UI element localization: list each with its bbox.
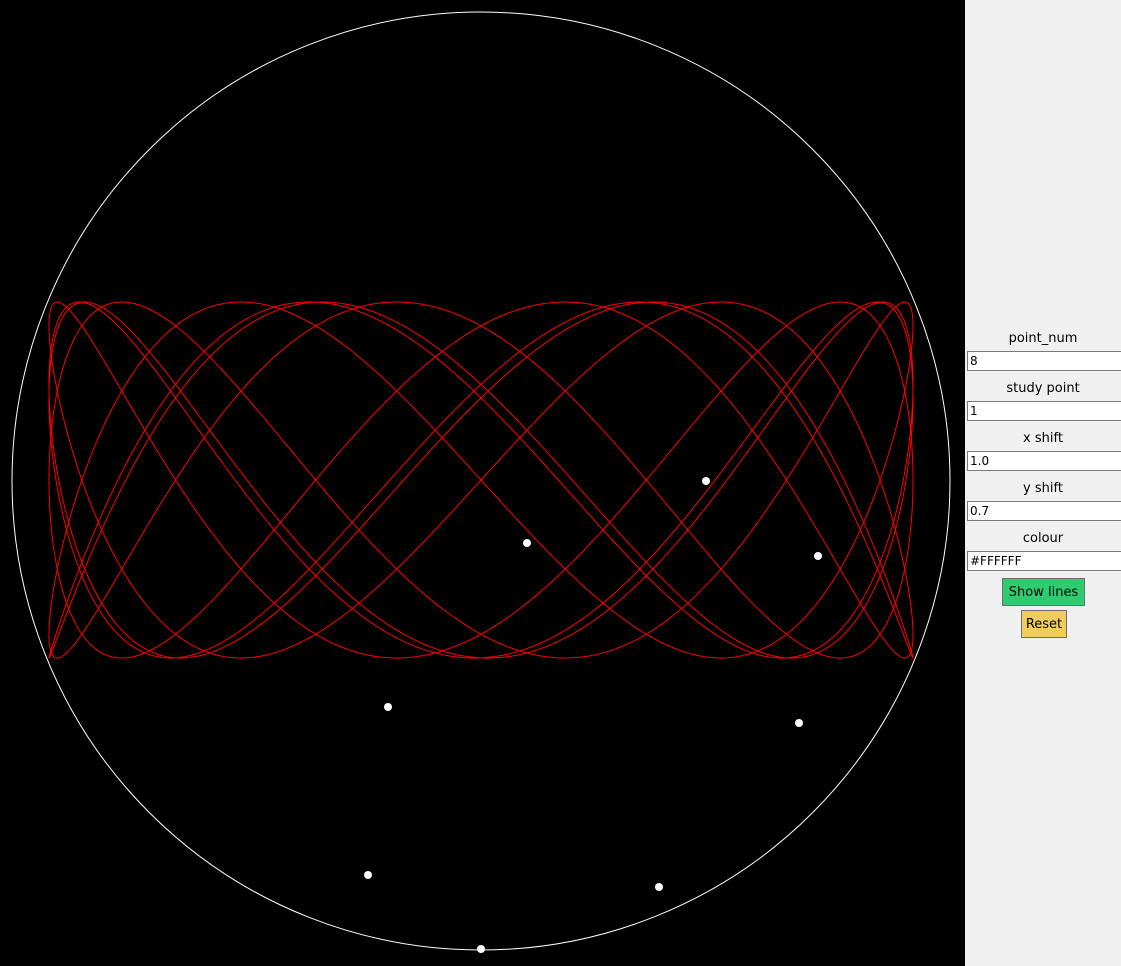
colour-input[interactable] bbox=[967, 551, 1121, 571]
study-points bbox=[364, 477, 822, 953]
curve-trace bbox=[48, 301, 914, 659]
study-point-dot bbox=[655, 883, 663, 891]
study-point-dot bbox=[795, 719, 803, 727]
study-point-dot bbox=[814, 552, 822, 560]
x-shift-label: x shift bbox=[1023, 431, 1063, 446]
x-shift-input[interactable] bbox=[967, 451, 1121, 471]
lissajous-curve bbox=[48, 301, 914, 659]
curve-trace bbox=[48, 301, 914, 659]
study-point-dot bbox=[477, 945, 485, 953]
study-point-dot bbox=[384, 703, 392, 711]
point-num-label: point_num bbox=[1008, 331, 1078, 346]
y-shift-label: y shift bbox=[1023, 481, 1063, 496]
study-point-dot bbox=[702, 477, 710, 485]
drawing-canvas[interactable] bbox=[0, 0, 965, 966]
study-point-dot bbox=[364, 871, 372, 879]
reset-button[interactable]: Reset bbox=[1021, 610, 1067, 638]
study-point-dot bbox=[523, 539, 531, 547]
y-shift-input[interactable] bbox=[967, 501, 1121, 521]
study-point-input[interactable] bbox=[967, 401, 1121, 421]
study-point-label: study point bbox=[1006, 381, 1080, 396]
show-lines-button[interactable]: Show lines bbox=[1002, 578, 1085, 606]
control-panel: point_num study point x shift y shift co… bbox=[965, 0, 1121, 966]
point-num-input[interactable] bbox=[967, 351, 1121, 371]
colour-label: colour bbox=[1022, 531, 1064, 546]
boundary-circle bbox=[11, 11, 951, 951]
